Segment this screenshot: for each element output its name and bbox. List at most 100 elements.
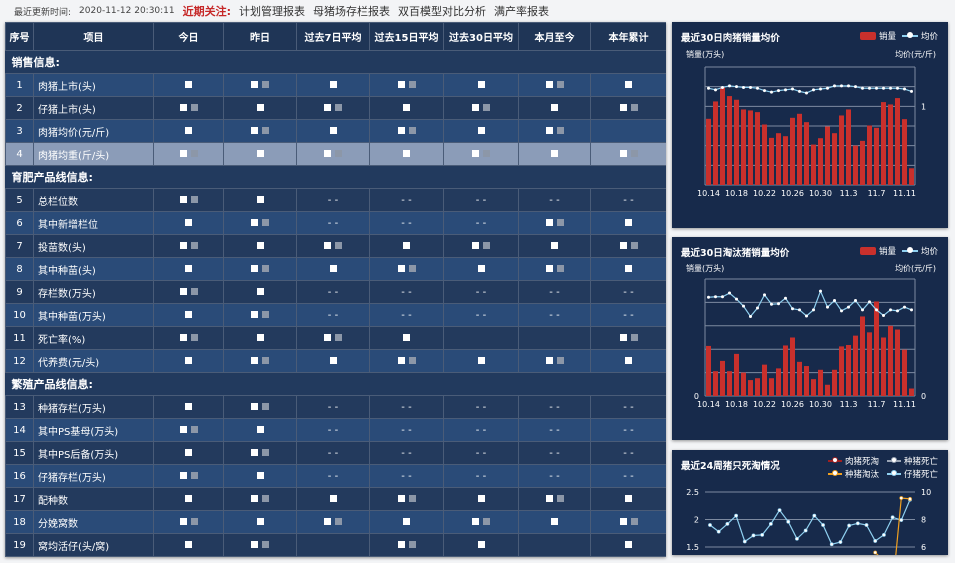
link-model-comparison[interactable]: 双百模型对比分析: [398, 5, 487, 18]
price-point: [756, 306, 759, 310]
chart-canvas: 2.5 10 2 8 1.5 6: [686, 488, 931, 555]
series-point: [768, 522, 773, 526]
series-point: [742, 539, 747, 544]
price-point: [875, 86, 878, 90]
bar: [888, 325, 893, 396]
redacted-value: [223, 395, 297, 419]
table-row[interactable]: 12 代养费(元/头): [5, 349, 666, 373]
redacted-value: [223, 188, 297, 212]
table-row[interactable]: 15 其中PS后备(万头) - -- -- -- -- -: [5, 441, 666, 465]
legend-item[interactable]: 种猪淘汰: [827, 468, 879, 480]
redacted-value: [590, 257, 666, 281]
price-point: [791, 307, 794, 311]
redacted-value: [590, 533, 666, 557]
legend-item-sales[interactable]: 销量: [859, 245, 896, 257]
series-point: [821, 523, 825, 527]
table-row[interactable]: 14 其中PS基母(万头) - -- -- -- -- -: [5, 418, 666, 442]
redacted-block: [185, 449, 192, 456]
legend-item-sales[interactable]: 销量: [859, 30, 896, 42]
redacted-block: [630, 150, 638, 157]
redacted-value: [443, 234, 519, 258]
redacted-block: [483, 518, 490, 525]
table-row[interactable]: 18 分娩窝数: [5, 510, 666, 534]
cell-value: - -: [369, 211, 444, 235]
bar: [895, 329, 900, 396]
price-point: [882, 86, 885, 90]
price-point: [749, 314, 752, 318]
redacted-block: [262, 403, 269, 410]
row-item: 投苗数(头): [33, 234, 154, 258]
redacted-value: [296, 326, 370, 350]
redacted-value: [153, 395, 224, 419]
table-row[interactable]: 7 投苗数(头): [5, 234, 666, 258]
row-item: 存栏数(万头): [33, 280, 154, 304]
table-row[interactable]: 4 肉猪均重(斤/头): [5, 142, 666, 166]
legend-item-price[interactable]: 均价: [901, 30, 938, 42]
price-point: [784, 296, 787, 300]
link-full-production-report[interactable]: 满产率报表: [494, 5, 550, 18]
price-point: [875, 308, 878, 312]
redacted-block: [625, 265, 632, 272]
table-row[interactable]: 17 配种数: [5, 487, 666, 511]
link-plan-report[interactable]: 计划管理报表: [239, 5, 306, 18]
price-point: [910, 89, 913, 93]
bar: [874, 301, 879, 396]
redacted-value: [518, 73, 591, 97]
redacted-block: [190, 242, 198, 249]
bar: [755, 378, 760, 396]
redacted-block: [190, 334, 198, 341]
bar: [811, 379, 816, 396]
redacted-block: [324, 104, 331, 111]
x-tick-label: 10.18: [725, 189, 748, 198]
series-point: [812, 513, 817, 518]
bar: [713, 101, 718, 185]
legend-item[interactable]: 种猪死亡: [886, 455, 938, 467]
table-row[interactable]: 13 种猪存栏(万头) - -- -- -- -- -: [5, 395, 666, 419]
redacted-value: [223, 119, 297, 143]
table-row[interactable]: 8 其中种苗(头): [5, 257, 666, 281]
price-point: [770, 302, 773, 306]
series-point: [882, 533, 886, 537]
cell-value: [518, 533, 591, 557]
price-point: [707, 295, 710, 299]
redacted-value: [153, 510, 224, 534]
price-point: [791, 87, 794, 91]
redacted-value: [153, 119, 224, 143]
redacted-block: [625, 219, 632, 226]
link-sow-stock-report[interactable]: 母猪场存栏报表: [313, 5, 391, 18]
series-point: [725, 522, 730, 526]
price-point: [777, 302, 780, 306]
legend-label: 均价: [920, 32, 938, 42]
table-row[interactable]: 11 死亡率(%): [5, 326, 666, 350]
table-row[interactable]: 3 肉猪均价(元/斤): [5, 119, 666, 143]
y-tick-label: 0: [921, 392, 926, 401]
row-number: 14: [5, 418, 34, 442]
legend-item[interactable]: 肉猪死淘: [827, 455, 879, 467]
row-item: 肉猪上市(头): [33, 73, 154, 97]
series-point: [786, 519, 791, 524]
bar: [846, 109, 851, 185]
table-row[interactable]: 2 仔猪上市(头): [5, 96, 666, 120]
table-row[interactable]: 6 其中新增栏位 - -- -- -: [5, 211, 666, 235]
legend-item-price[interactable]: 均价: [901, 245, 938, 257]
redacted-block: [190, 150, 198, 157]
redacted-block: [251, 311, 258, 318]
row-item: 总栏位数: [33, 188, 154, 212]
table-row[interactable]: 1 肉猪上市(头): [5, 73, 666, 97]
legend-item[interactable]: 仔猪死亡: [886, 468, 938, 480]
table-row[interactable]: 5 总栏位数 - -- -- -- -- -: [5, 188, 666, 212]
redacted-block: [477, 265, 485, 272]
table-row[interactable]: 16 仔猪存栏(万头) - -- -- -- -- -: [5, 464, 666, 488]
cell-value: - -: [443, 211, 519, 235]
section-row: 育肥产品线信息:: [5, 165, 666, 189]
redacted-block: [179, 196, 187, 203]
table-row[interactable]: 9 存栏数(万头) - -- -- -- -- -: [5, 280, 666, 304]
redacted-block: [619, 518, 627, 525]
price-point: [798, 89, 801, 93]
table-row[interactable]: 19 窝均活仔(头/窝): [5, 533, 666, 557]
cell-value: - -: [369, 464, 444, 488]
table-row[interactable]: 10 其中种苗(万头) - -- -- -- -- -: [5, 303, 666, 327]
redacted-block: [179, 150, 187, 157]
bar: [797, 113, 802, 185]
redacted-block: [556, 357, 564, 364]
